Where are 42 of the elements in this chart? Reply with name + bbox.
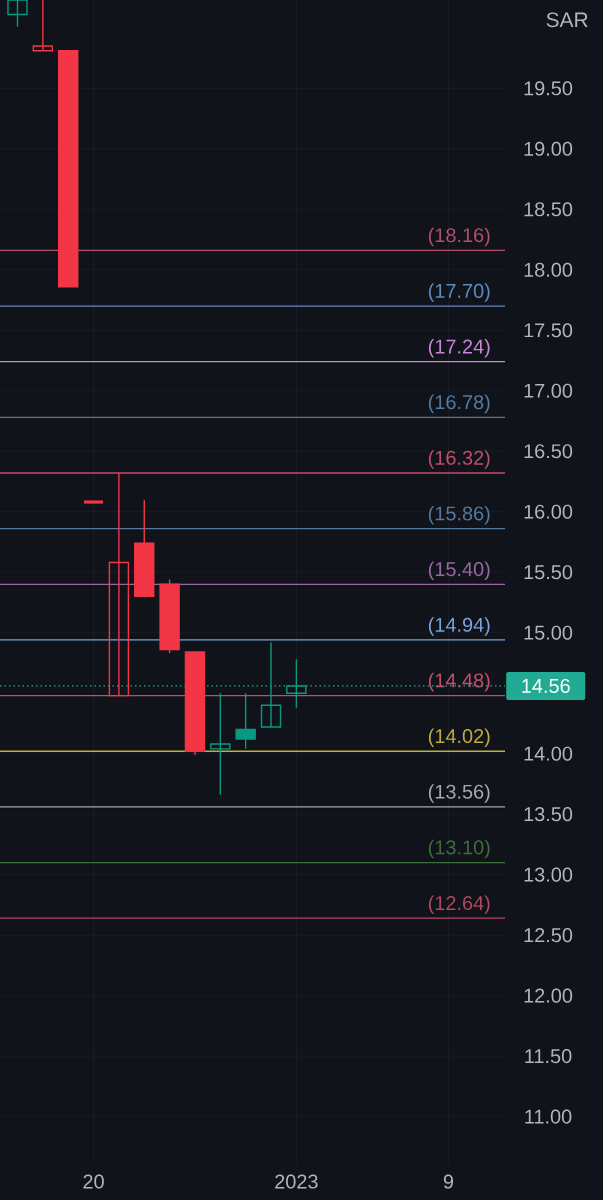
y-tick-label: 19.00: [524, 141, 573, 156]
candlestick: [108, 472, 130, 697]
y-tick-label: 17.50: [524, 323, 573, 338]
candlestick: [7, 0, 28, 28]
y-tick-label: 12.50: [524, 928, 573, 943]
candlestick: [286, 658, 307, 709]
ref-line-label: (14.48): [428, 672, 490, 692]
y-tick-label: 11.00: [525, 1109, 572, 1124]
x-tick-label: 9: [443, 1174, 454, 1189]
candlestick: [210, 692, 231, 796]
y-axis-title: SAR: [546, 12, 588, 28]
y-tick-label: 16.50: [524, 444, 573, 459]
y-tick-label: 15.00: [524, 625, 573, 640]
ref-line-label: (15.86): [428, 505, 490, 525]
x-tick-label: 2023: [275, 1174, 318, 1189]
y-tick-label: 18.00: [524, 262, 573, 277]
ref-line-label: (12.64): [428, 895, 490, 915]
ref-line-label: (13.56): [428, 784, 490, 803]
y-tick-label: 13.00: [524, 867, 573, 882]
ref-line-label: (17.24): [428, 338, 490, 358]
y-tick-label: 18.50: [524, 202, 573, 217]
ref-line-label: (14.02): [428, 728, 490, 748]
candlestick: [235, 692, 256, 750]
candlestick: [32, 0, 54, 52]
candlestick: [260, 641, 282, 728]
ref-line-label: (13.10): [428, 839, 490, 859]
ref-line-label: (18.16): [428, 227, 490, 247]
y-tick-label: 16.00: [524, 504, 573, 519]
x-tick-label: 20: [83, 1174, 104, 1189]
ref-line-label: (14.94): [428, 617, 490, 636]
y-tick-label: 15.50: [524, 565, 573, 580]
y-tick-label: 14.00: [524, 746, 573, 761]
ref-line-label: (17.70): [428, 283, 490, 302]
y-tick-label: 11.50: [525, 1049, 572, 1064]
ref-line-label: (16.78): [428, 394, 490, 414]
y-tick-label: 13.50: [524, 807, 573, 822]
ref-line-label: (15.40): [428, 561, 490, 581]
y-tick-label: 12.00: [524, 988, 573, 1003]
y-tick-label: 19.50: [524, 81, 573, 96]
y-tick-label: 17.00: [524, 383, 573, 398]
ref-line-label: (16.32): [428, 450, 490, 469]
ref-line-label: 14.56: [522, 678, 570, 693]
